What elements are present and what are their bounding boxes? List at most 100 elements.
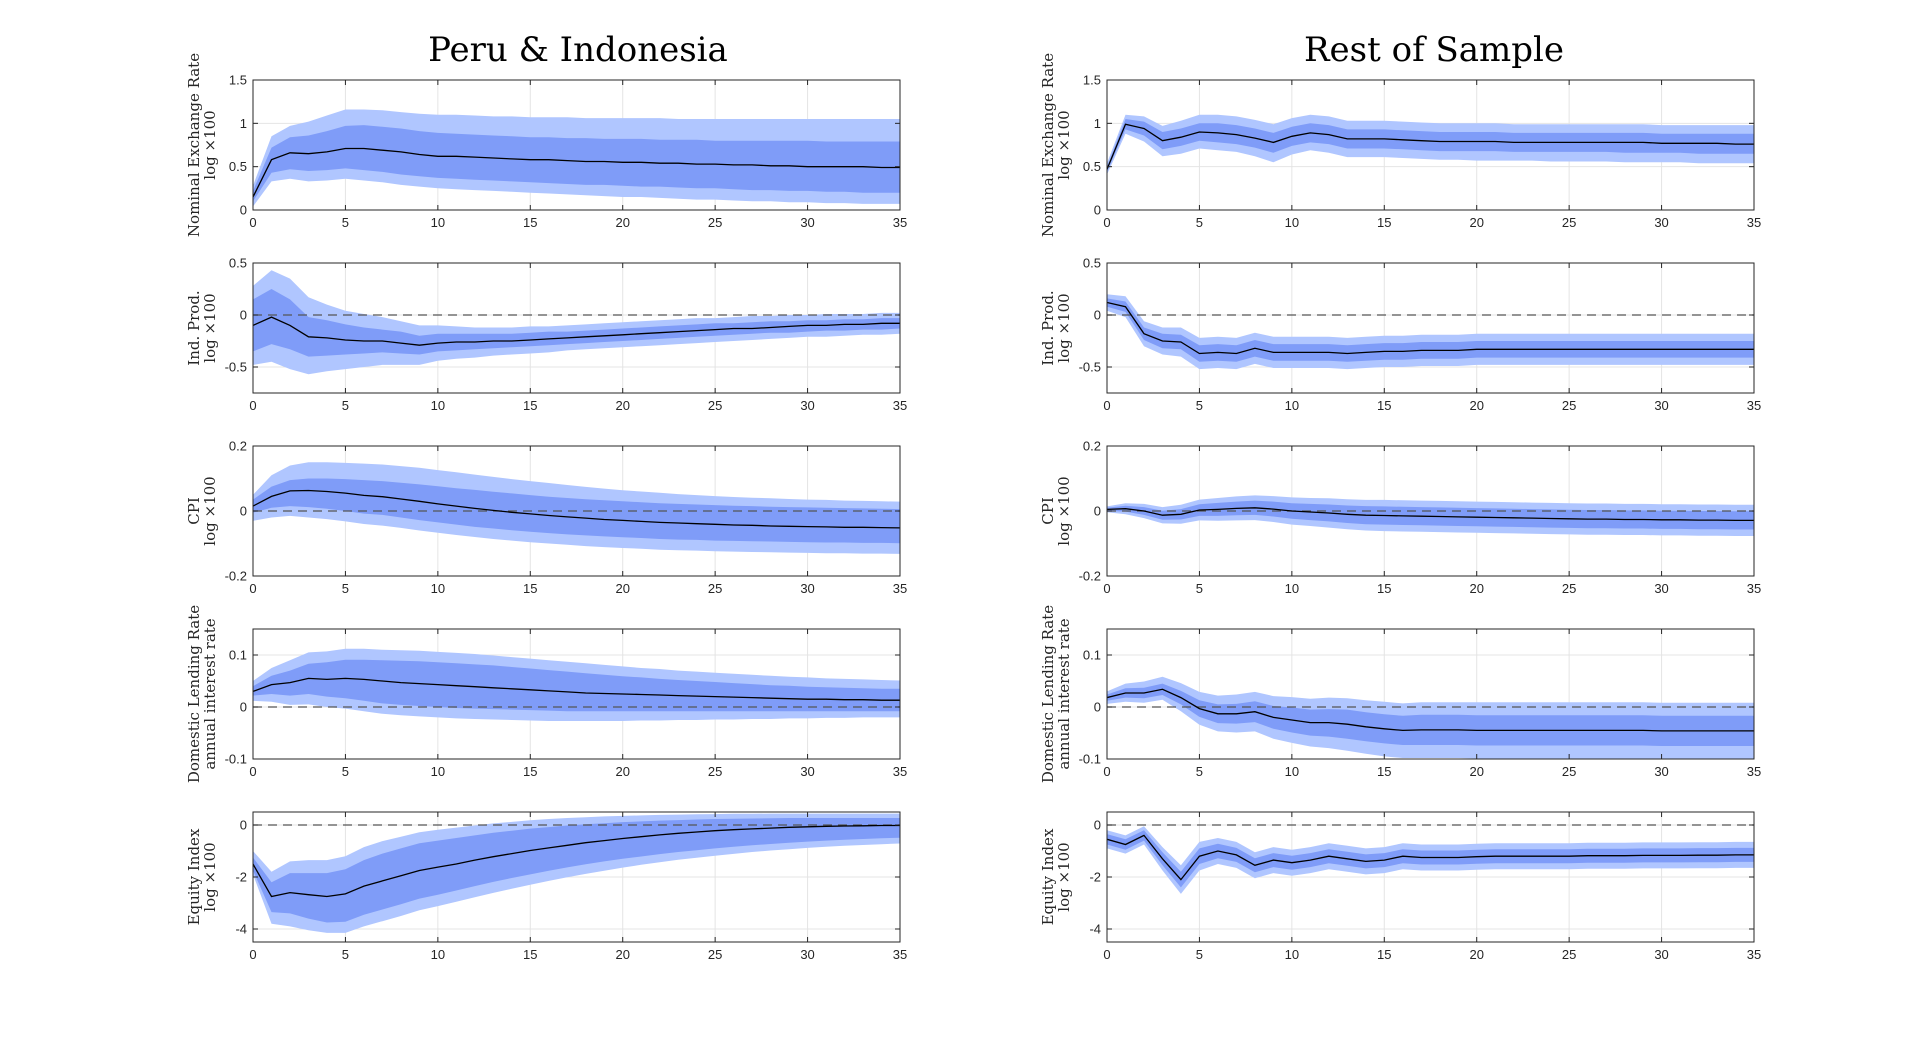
x-tick-label: 15 xyxy=(523,398,537,413)
x-tick-label: 10 xyxy=(431,764,445,779)
x-tick-label: 10 xyxy=(1285,581,1299,596)
x-tick-label: 10 xyxy=(431,398,445,413)
panel-left-2: 0 5 10 15 20 25 30 35 -0.5 0 0.5 Ind. Prod.log ×100 xyxy=(185,256,907,414)
x-tick-label: 35 xyxy=(1747,764,1761,779)
x-tick-label: 0 xyxy=(1103,764,1110,779)
y-tick-label: 0 xyxy=(1094,203,1101,218)
x-tick-label: 20 xyxy=(1469,764,1483,779)
x-tick-label: 25 xyxy=(708,398,722,413)
x-tick-label: 30 xyxy=(1654,398,1668,413)
median-line xyxy=(1107,834,1754,881)
x-tick-label: 35 xyxy=(893,398,907,413)
x-tick-label: 20 xyxy=(1469,215,1483,230)
y-tick-label: -0.1 xyxy=(1079,752,1101,767)
column-title-left: Peru & Indonesia xyxy=(428,30,728,70)
x-tick-label: 35 xyxy=(893,215,907,230)
y-axis-label: Nominal Exchange Rate xyxy=(185,53,203,237)
x-tick-label: 20 xyxy=(1469,581,1483,596)
x-tick-label: 35 xyxy=(1747,581,1761,596)
median-line xyxy=(253,824,900,898)
y-tick-label: 0.5 xyxy=(229,159,247,174)
x-tick-label: 5 xyxy=(1196,947,1203,962)
axes-box xyxy=(252,628,901,760)
x-tick-label: 0 xyxy=(249,581,256,596)
y-axis-label-units: log ×100 xyxy=(201,110,219,179)
band-inner xyxy=(1107,298,1754,362)
x-tick-label: 35 xyxy=(893,764,907,779)
y-tick-label: 1.5 xyxy=(1083,73,1101,88)
y-tick-label: -0.2 xyxy=(225,569,247,584)
bands xyxy=(253,813,900,933)
x-tick-label: 10 xyxy=(1285,764,1299,779)
axes-box xyxy=(1106,628,1755,760)
x-tick-label: 5 xyxy=(342,764,349,779)
x-tick-label: 10 xyxy=(1285,947,1299,962)
y-axis-label: Domestic Lending Rate xyxy=(185,605,203,783)
panel-left-1: 0 5 10 15 20 25 30 35 0 0.5 1 1.5 Nominal Exchange R… xyxy=(185,53,907,237)
x-tick-label: 5 xyxy=(342,947,349,962)
x-tick-label: 15 xyxy=(523,215,537,230)
x-tick-label: 20 xyxy=(1469,398,1483,413)
y-axis-label: Equity Index xyxy=(185,828,203,925)
y-axis-label: CPI xyxy=(1039,497,1057,525)
x-tick-label: 20 xyxy=(615,215,629,230)
x-tick-label: 25 xyxy=(1562,764,1576,779)
panels: 0 5 10 15 20 25 30 35 0 0.5 1 1.5 Nominal Exchange R… xyxy=(185,53,1761,962)
median-line xyxy=(1107,507,1754,522)
x-tick-label: 30 xyxy=(1654,947,1668,962)
x-tick-label: 25 xyxy=(708,215,722,230)
y-tick-label: 0.5 xyxy=(1083,159,1101,174)
y-axis-label-units: log ×100 xyxy=(201,476,219,545)
x-tick-label: 30 xyxy=(800,581,814,596)
x-tick-label: 30 xyxy=(1654,215,1668,230)
x-tick-label: 0 xyxy=(249,764,256,779)
median-line xyxy=(1107,688,1754,732)
y-tick-label: 0 xyxy=(240,700,247,715)
x-tick-label: 35 xyxy=(893,947,907,962)
panel-right-2: 0 5 10 15 20 25 30 35 -0.5 0 0.5 Ind. Prod.log ×100 xyxy=(1039,256,1761,414)
y-tick-label: -0.2 xyxy=(1079,569,1101,584)
x-tick-label: 30 xyxy=(800,398,814,413)
x-tick-label: 35 xyxy=(1747,398,1761,413)
x-tick-label: 0 xyxy=(1103,581,1110,596)
y-tick-label: 0 xyxy=(1094,700,1101,715)
x-tick-label: 20 xyxy=(615,581,629,596)
axes-box xyxy=(1106,262,1755,394)
x-tick-label: 0 xyxy=(1103,947,1110,962)
x-tick-label: 20 xyxy=(615,947,629,962)
x-tick-label: 15 xyxy=(1377,398,1391,413)
band-inner xyxy=(253,125,900,202)
y-axis-label-units: log ×100 xyxy=(1055,293,1073,362)
y-axis-label-units: log ×100 xyxy=(1055,110,1073,179)
y-tick-label: -2 xyxy=(1089,870,1101,885)
x-tick-label: 5 xyxy=(1196,398,1203,413)
y-tick-label: 1 xyxy=(1094,116,1101,131)
y-axis-label: Ind. Prod. xyxy=(185,290,203,365)
band-inner xyxy=(253,818,900,923)
x-tick-label: 0 xyxy=(1103,215,1110,230)
x-tick-label: 25 xyxy=(1562,581,1576,596)
band-inner xyxy=(253,659,900,712)
panel-right-1: 0 5 10 15 20 25 30 35 0 0.5 1 1.5 Nominal Exchange R… xyxy=(1039,53,1761,237)
band-inner xyxy=(1107,500,1754,530)
x-tick-label: 5 xyxy=(342,398,349,413)
x-tick-label: 30 xyxy=(1654,581,1668,596)
x-tick-label: 25 xyxy=(708,947,722,962)
x-tick-label: 15 xyxy=(523,581,537,596)
x-tick-label: 5 xyxy=(1196,764,1203,779)
bands xyxy=(1107,114,1754,175)
x-tick-label: 25 xyxy=(708,581,722,596)
x-tick-label: 10 xyxy=(1285,398,1299,413)
y-tick-label: 0 xyxy=(240,308,247,323)
x-tick-label: 25 xyxy=(1562,215,1576,230)
y-tick-label: -0.5 xyxy=(1079,360,1101,375)
y-tick-label: 1.5 xyxy=(229,73,247,88)
y-tick-label: 0 xyxy=(240,818,247,833)
median-line xyxy=(1107,123,1754,170)
x-tick-label: 10 xyxy=(431,581,445,596)
